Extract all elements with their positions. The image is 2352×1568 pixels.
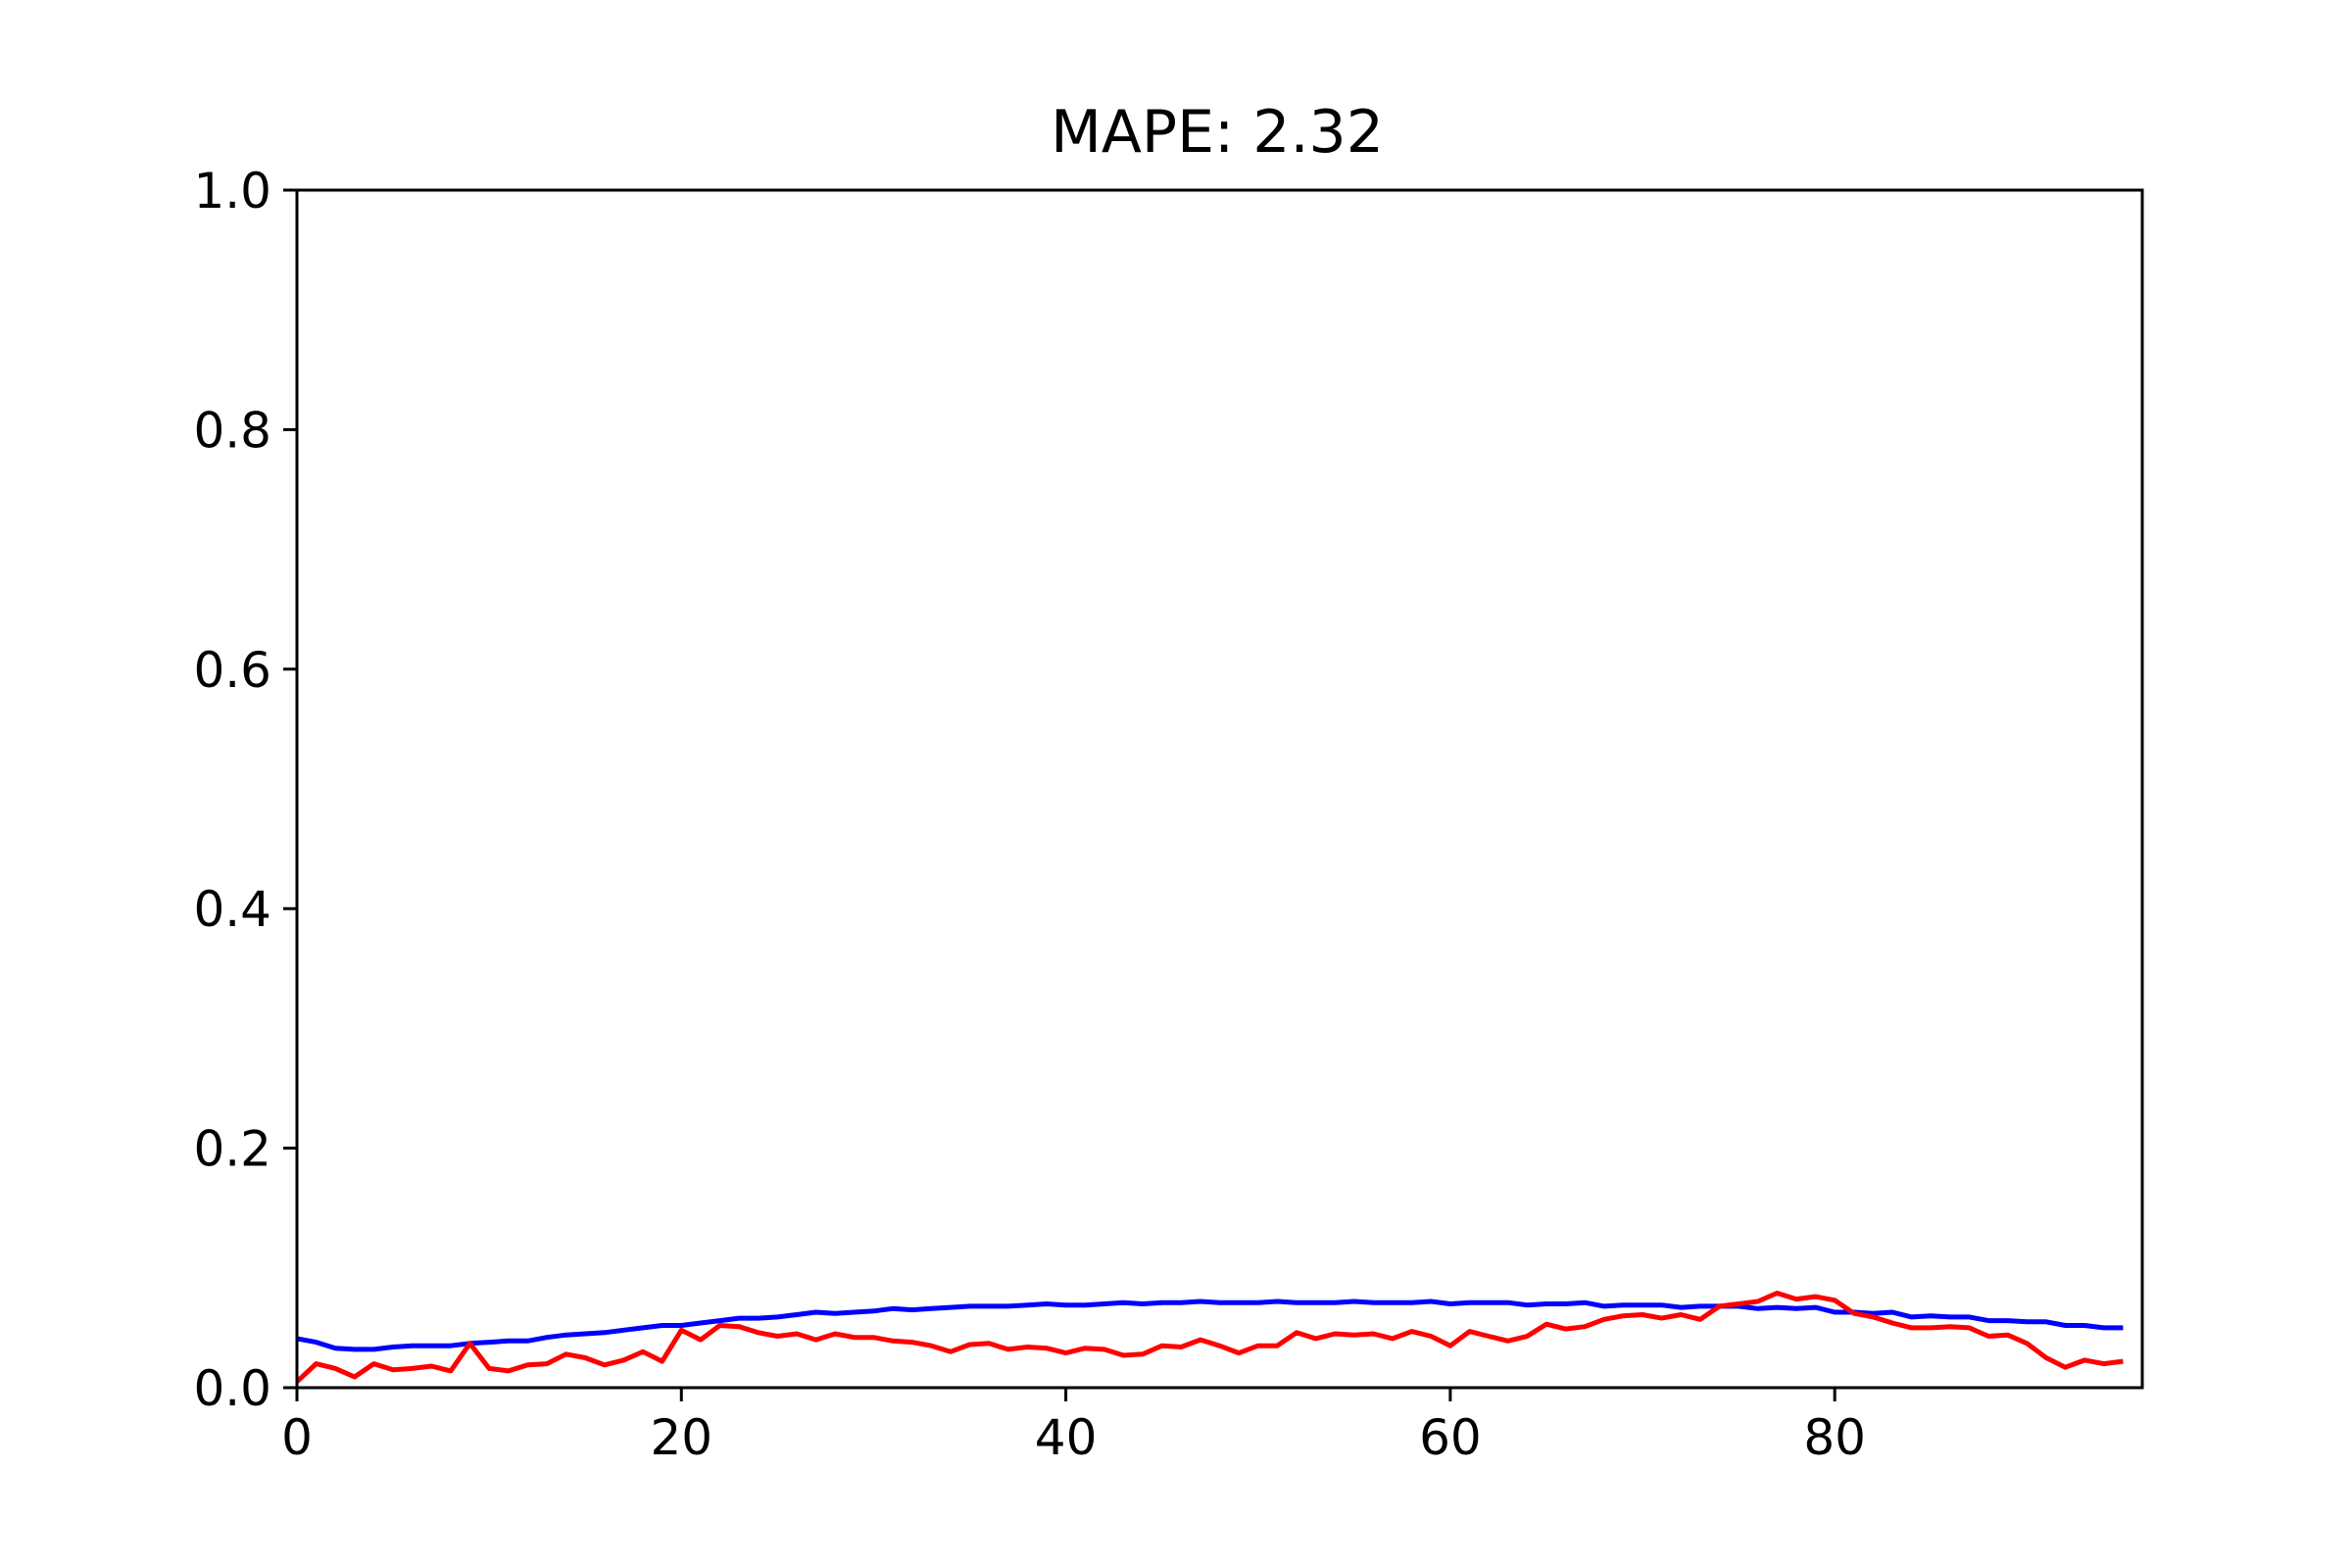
chart-title: MAPE: 2.32	[1051, 98, 1384, 167]
x-tick-label: 80	[1803, 1409, 1866, 1466]
x-tick-label: 60	[1419, 1409, 1482, 1466]
x-tick-label: 0	[281, 1409, 313, 1466]
plot-area	[295, 188, 2144, 1390]
y-tick-label: 1.0	[193, 163, 271, 220]
y-tick-label: 0.6	[193, 642, 271, 699]
x-tick-label: 20	[650, 1409, 712, 1466]
y-tick-label: 0.8	[193, 402, 271, 459]
series-line-2	[295, 1291, 2124, 1384]
y-tick-label: 0.4	[193, 881, 271, 938]
x-axis: 0 20 40 60 80	[281, 1388, 1866, 1466]
x-tick-label: 40	[1035, 1409, 1098, 1466]
y-tick-label: 0.0	[193, 1360, 271, 1417]
series-line-1	[296, 1298, 2124, 1352]
y-axis: 0.0 0.2 0.4 0.6 0.8 1.0	[193, 163, 297, 1417]
y-tick-label: 0.2	[193, 1121, 271, 1178]
plot-frame	[295, 188, 2144, 1390]
